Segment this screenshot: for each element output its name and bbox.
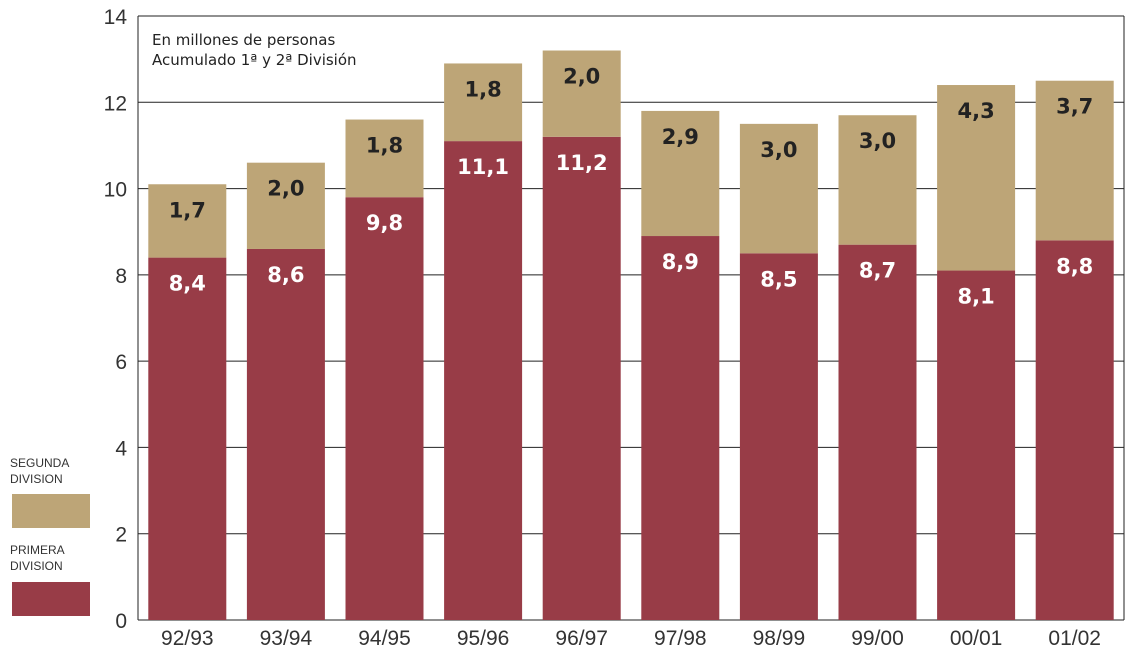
legend-swatch-segunda [12, 494, 90, 528]
x-tick-label: 99/00 [851, 627, 904, 650]
bar-primera [739, 253, 818, 621]
bar-segunda [345, 119, 424, 198]
data-label-primera: 8,9 [662, 250, 699, 274]
data-label-segunda: 3,7 [1056, 95, 1093, 119]
x-tick-label: 95/96 [457, 627, 510, 650]
y-tick-label: 8 [115, 265, 127, 288]
x-tick-label: 94/95 [358, 627, 411, 650]
bar-segunda [444, 63, 523, 142]
y-tick-label: 12 [104, 92, 127, 115]
bar-segunda [838, 115, 917, 245]
bar-segunda [937, 85, 1016, 271]
x-tick-label: 96/97 [555, 627, 608, 650]
bar-primera [1035, 240, 1114, 621]
data-label-primera: 11,1 [457, 155, 509, 179]
y-tick-label: 0 [115, 610, 127, 633]
data-label-primera: 8,8 [1056, 254, 1093, 278]
bar-primera [444, 141, 523, 620]
x-tick-label: 00/01 [950, 627, 1003, 650]
data-label-segunda: 2,0 [267, 177, 304, 201]
bar-segunda [148, 184, 227, 258]
bar-segunda [246, 162, 325, 249]
data-label-segunda: 1,7 [169, 198, 206, 222]
data-label-primera: 8,4 [169, 272, 206, 296]
x-tick-label: 01/02 [1048, 627, 1101, 650]
bar-primera [937, 270, 1016, 620]
data-label-primera: 9,8 [366, 211, 403, 235]
bar-segunda [739, 123, 818, 254]
bar-primera [542, 136, 621, 621]
data-label-primera: 8,1 [957, 285, 994, 309]
data-label-segunda: 1,8 [464, 77, 501, 101]
x-tick-label: 97/98 [654, 627, 707, 650]
data-label-segunda: 2,0 [563, 65, 600, 89]
bar-segunda [1035, 80, 1114, 241]
y-tick-label: 4 [115, 437, 127, 460]
bar-primera [345, 197, 424, 620]
x-tick-label: 98/99 [753, 627, 806, 650]
bar-primera [641, 236, 720, 620]
data-label-primera: 8,7 [859, 259, 896, 283]
bar-primera [148, 257, 227, 620]
data-label-segunda: 3,0 [760, 138, 797, 162]
bar-primera [246, 248, 325, 620]
bar-segunda [641, 110, 720, 237]
y-tick-label: 6 [115, 351, 127, 374]
data-label-primera: 8,5 [760, 267, 797, 291]
y-tick-label: 10 [104, 179, 127, 202]
y-tick-label: 14 [104, 6, 128, 29]
bar-primera [838, 244, 917, 620]
data-label-primera: 11,2 [556, 151, 608, 175]
legend-label-primera: PRIMERA DIVISION [10, 543, 65, 573]
data-label-segunda: 4,3 [957, 99, 994, 123]
legend-swatch-primera [12, 582, 90, 616]
data-label-primera: 8,6 [267, 263, 304, 287]
data-label-segunda: 3,0 [859, 129, 896, 153]
chart-note: Acumulado 1ª y 2ª División [152, 51, 357, 69]
x-tick-label: 92/93 [161, 627, 214, 650]
legend-label-segunda: SEGUNDA DIVISION [10, 456, 69, 486]
x-tick-label: 93/94 [260, 627, 313, 650]
bar-segunda [542, 50, 621, 137]
y-tick-label: 2 [115, 524, 127, 547]
chart-note: En millones de personas [152, 31, 335, 49]
data-label-segunda: 2,9 [662, 125, 699, 149]
data-label-segunda: 1,8 [366, 134, 403, 158]
